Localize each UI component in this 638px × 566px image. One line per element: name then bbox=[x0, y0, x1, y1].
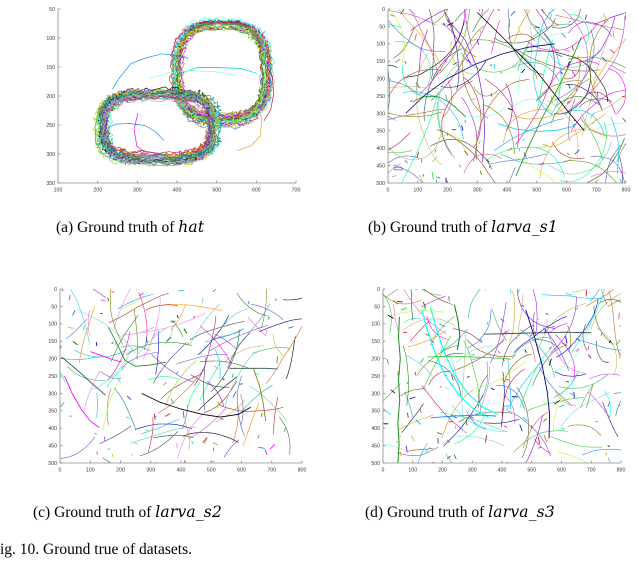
svg-text:250: 250 bbox=[48, 374, 57, 380]
svg-text:350: 350 bbox=[48, 409, 57, 415]
svg-text:400: 400 bbox=[498, 468, 507, 474]
caption-c-prefix: (c) Ground truth of bbox=[33, 504, 156, 521]
caption-c-dataset: larva_s2 bbox=[155, 503, 223, 521]
svg-text:700: 700 bbox=[292, 188, 301, 194]
svg-text:350: 350 bbox=[376, 129, 385, 135]
caption-a-dataset: hat bbox=[178, 218, 205, 236]
plot-c-larva-s2: 0 100 200 300 400 500 600 700 800 0 50 100 150 200 250… bbox=[48, 287, 307, 474]
svg-text:500: 500 bbox=[212, 188, 221, 194]
caption-panel-c: (c) Ground truth of larva_s2 bbox=[33, 503, 222, 522]
svg-text:150: 150 bbox=[376, 59, 385, 65]
svg-text:0: 0 bbox=[382, 468, 385, 474]
caption-d-dataset: larva_s3 bbox=[488, 503, 555, 521]
svg-text:200: 200 bbox=[376, 77, 385, 83]
svg-text:250: 250 bbox=[46, 123, 55, 129]
caption-b-dataset: larva_s1 bbox=[491, 218, 558, 236]
svg-text:0: 0 bbox=[54, 287, 57, 293]
svg-text:100: 100 bbox=[86, 468, 95, 474]
svg-text:300: 300 bbox=[468, 468, 477, 474]
svg-text:300: 300 bbox=[371, 391, 380, 397]
svg-text:600: 600 bbox=[562, 188, 571, 194]
svg-text:600: 600 bbox=[557, 468, 566, 474]
svg-text:500: 500 bbox=[527, 468, 536, 474]
panel-b-larva-s1: 0 100 200 300 400 500 600 700 800 0 50 100 150 200 250… bbox=[360, 2, 638, 207]
svg-text:400: 400 bbox=[371, 426, 380, 432]
svg-text:100: 100 bbox=[408, 468, 417, 474]
svg-text:600: 600 bbox=[252, 188, 261, 194]
svg-text:200: 200 bbox=[371, 357, 380, 363]
svg-text:100: 100 bbox=[376, 42, 385, 48]
svg-text:50: 50 bbox=[374, 304, 380, 310]
panel-d-larva-s3: 0 100 200 300 400 500 600 700 800 0 50 100 150 200 250… bbox=[355, 282, 638, 487]
svg-text:500: 500 bbox=[207, 468, 216, 474]
svg-text:100: 100 bbox=[371, 322, 380, 328]
svg-text:450: 450 bbox=[48, 444, 57, 450]
svg-text:150: 150 bbox=[48, 339, 57, 345]
svg-text:800: 800 bbox=[298, 468, 307, 474]
caption-d-prefix: (d) Ground truth of bbox=[365, 504, 489, 521]
svg-text:500: 500 bbox=[376, 181, 385, 187]
panel-a-hat: 100 200 300 400 500 600 700 50 100 150 200 250 300 35… bbox=[30, 2, 310, 207]
svg-text:300: 300 bbox=[133, 188, 142, 194]
figure-caption: ig. 10. Ground true of datasets. bbox=[0, 541, 192, 558]
svg-text:100: 100 bbox=[48, 322, 57, 328]
svg-text:300: 300 bbox=[48, 391, 57, 397]
svg-text:0: 0 bbox=[387, 188, 390, 194]
svg-text:400: 400 bbox=[503, 188, 512, 194]
plot-a-hat: 100 200 300 400 500 600 700 50 100 150 200 250 300 35… bbox=[46, 7, 301, 194]
caption-panel-d: (d) Ground truth of larva_s3 bbox=[365, 503, 555, 522]
svg-text:700: 700 bbox=[592, 188, 601, 194]
svg-text:300: 300 bbox=[376, 111, 385, 117]
svg-text:250: 250 bbox=[376, 94, 385, 100]
svg-text:600: 600 bbox=[237, 468, 246, 474]
svg-text:300: 300 bbox=[146, 468, 155, 474]
svg-text:400: 400 bbox=[376, 146, 385, 152]
svg-text:450: 450 bbox=[376, 164, 385, 170]
svg-text:200: 200 bbox=[48, 357, 57, 363]
plot-d-larva-s3: 0 100 200 300 400 500 600 700 800 0 50 100 150 200 250… bbox=[371, 287, 626, 474]
svg-text:100: 100 bbox=[54, 188, 63, 194]
svg-text:400: 400 bbox=[177, 468, 186, 474]
svg-text:100: 100 bbox=[46, 36, 55, 42]
svg-text:0: 0 bbox=[382, 7, 385, 13]
svg-text:800: 800 bbox=[617, 468, 626, 474]
svg-text:250: 250 bbox=[371, 374, 380, 380]
svg-text:150: 150 bbox=[46, 65, 55, 71]
svg-text:100: 100 bbox=[413, 188, 422, 194]
svg-text:50: 50 bbox=[379, 24, 385, 30]
svg-text:200: 200 bbox=[438, 468, 447, 474]
svg-text:50: 50 bbox=[51, 304, 57, 310]
svg-text:350: 350 bbox=[46, 181, 55, 187]
caption-b-prefix: (b) Ground truth of bbox=[368, 219, 492, 236]
svg-text:500: 500 bbox=[532, 188, 541, 194]
svg-text:200: 200 bbox=[93, 188, 102, 194]
svg-text:300: 300 bbox=[473, 188, 482, 194]
svg-text:400: 400 bbox=[48, 426, 57, 432]
svg-text:200: 200 bbox=[443, 188, 452, 194]
svg-text:150: 150 bbox=[371, 339, 380, 345]
svg-text:500: 500 bbox=[371, 461, 380, 467]
svg-text:200: 200 bbox=[46, 94, 55, 100]
caption-a-prefix: (a) Ground truth of bbox=[56, 219, 179, 236]
svg-text:200: 200 bbox=[116, 468, 125, 474]
svg-text:0: 0 bbox=[377, 287, 380, 293]
svg-text:700: 700 bbox=[587, 468, 596, 474]
svg-text:50: 50 bbox=[49, 7, 55, 13]
svg-text:800: 800 bbox=[622, 188, 631, 194]
caption-panel-b: (b) Ground truth of larva_s1 bbox=[368, 218, 558, 237]
svg-text:400: 400 bbox=[173, 188, 182, 194]
svg-text:450: 450 bbox=[371, 444, 380, 450]
svg-text:500: 500 bbox=[48, 461, 57, 467]
svg-text:300: 300 bbox=[46, 152, 55, 158]
plot-b-larva-s1: 0 100 200 300 400 500 600 700 800 0 50 100 150 200 250… bbox=[376, 7, 631, 194]
svg-text:0: 0 bbox=[59, 468, 62, 474]
caption-panel-a: (a) Ground truth of hat bbox=[56, 218, 204, 237]
panel-c-larva-s2: 0 100 200 300 400 500 600 700 800 0 50 100 150 200 250… bbox=[30, 282, 320, 487]
svg-text:700: 700 bbox=[267, 468, 276, 474]
svg-text:350: 350 bbox=[371, 409, 380, 415]
